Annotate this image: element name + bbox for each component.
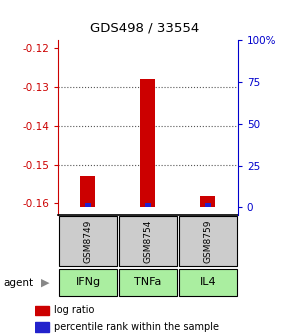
Bar xyxy=(179,269,237,296)
Bar xyxy=(200,196,215,207)
Bar xyxy=(59,269,117,296)
Text: IFNg: IFNg xyxy=(75,277,101,287)
Text: GSM8749: GSM8749 xyxy=(84,219,93,263)
Bar xyxy=(35,322,48,332)
Bar xyxy=(179,216,237,266)
Bar xyxy=(80,176,95,207)
Text: GSM8754: GSM8754 xyxy=(143,219,153,263)
Text: log ratio: log ratio xyxy=(53,305,94,316)
Text: ▶: ▶ xyxy=(41,278,49,288)
Bar xyxy=(59,216,117,266)
Bar xyxy=(35,306,48,315)
Text: agent: agent xyxy=(3,278,33,288)
Text: GSM8759: GSM8759 xyxy=(203,219,212,263)
Text: TNFa: TNFa xyxy=(134,277,162,287)
Text: IL4: IL4 xyxy=(200,277,216,287)
Bar xyxy=(85,203,91,207)
Bar xyxy=(119,269,177,296)
Bar xyxy=(119,216,177,266)
Text: GDS498 / 33554: GDS498 / 33554 xyxy=(90,22,200,35)
Text: percentile rank within the sample: percentile rank within the sample xyxy=(53,322,218,332)
Bar xyxy=(145,203,151,207)
Bar xyxy=(140,79,155,207)
Bar xyxy=(205,203,211,207)
